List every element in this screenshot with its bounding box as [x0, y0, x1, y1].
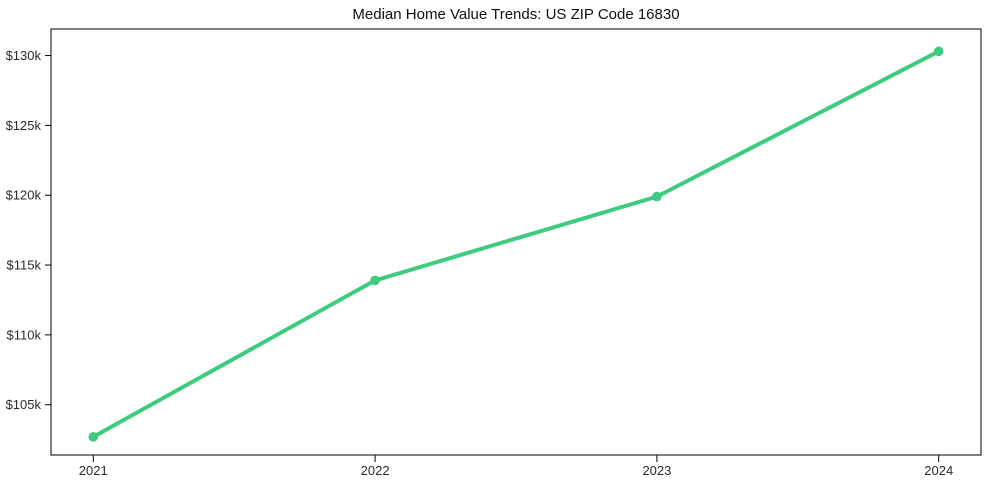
- chart-title: Median Home Value Trends: US ZIP Code 16…: [352, 6, 680, 23]
- y-tick-label: $130k: [6, 48, 42, 63]
- x-tick-label: 2023: [642, 463, 671, 478]
- data-point-marker: [933, 46, 944, 57]
- y-tick-label: $115k: [7, 258, 42, 273]
- y-tick-label: $110k: [7, 327, 42, 342]
- plot-border: [50, 28, 982, 456]
- x-tick-label: 2024: [924, 463, 953, 478]
- y-tick-label: $125k: [6, 118, 42, 133]
- data-point-marker: [88, 432, 99, 442]
- data-point-marker: [652, 191, 662, 202]
- y-tick-label: $120k: [6, 188, 42, 203]
- data-point-marker: [370, 275, 380, 286]
- x-tick-label: 2021: [79, 463, 108, 478]
- y-tick-label: $105k: [6, 397, 42, 412]
- x-tick-label: 2022: [361, 463, 390, 478]
- trend-line: [91, 49, 941, 439]
